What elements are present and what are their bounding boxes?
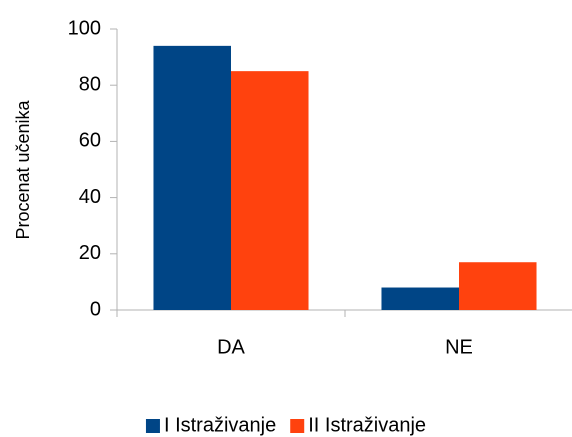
legend-swatch <box>290 419 305 433</box>
y-tick-label: 40 <box>79 186 101 208</box>
y-tick-label: 100 <box>68 17 101 39</box>
bar <box>231 71 309 311</box>
x-tick-label: DA <box>217 336 245 358</box>
legend-label: I Istraživanje <box>164 414 276 436</box>
y-tick-label: 20 <box>79 242 101 264</box>
bar <box>153 45 231 311</box>
bar <box>381 287 459 310</box>
x-tick-label: NE <box>445 336 473 358</box>
y-tick-label: 80 <box>79 73 101 95</box>
bar <box>459 262 537 310</box>
y-tick-label: 60 <box>79 130 101 152</box>
y-axis-title: Procenat učenika <box>13 99 33 239</box>
legend-swatch <box>145 419 160 433</box>
y-tick-label: 0 <box>90 298 101 320</box>
legend-label: II Istraživanje <box>308 414 426 436</box>
